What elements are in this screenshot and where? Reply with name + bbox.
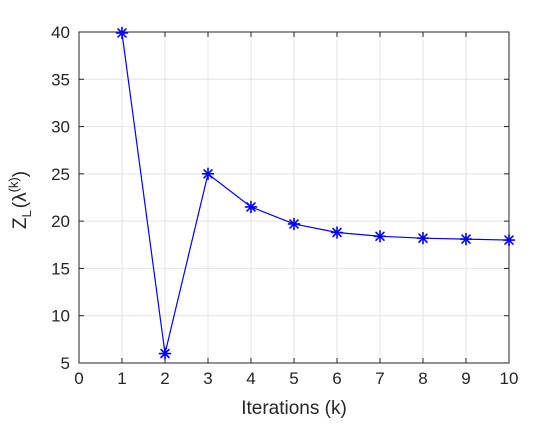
y-label-paren-close: )	[10, 171, 31, 177]
data-point-marker	[244, 200, 258, 214]
x-tick-label: 7	[375, 369, 384, 388]
x-axis-label: Iterations (k)	[241, 398, 347, 419]
y-label-superscript: (k)	[6, 177, 21, 192]
y-tick-label: 25	[51, 165, 70, 184]
data-point-marker	[201, 167, 215, 181]
data-point-marker	[373, 229, 387, 243]
x-tick-label: 1	[117, 369, 126, 388]
x-tick-label: 4	[246, 369, 255, 388]
axis-ticks: 0 1 2 3 4 5 6 7 8 9 10 5 10 15 20 25 30 35 40	[51, 23, 518, 388]
x-tick-label: 2	[160, 369, 169, 388]
data-point-marker	[459, 232, 473, 246]
y-tick-label: 30	[51, 118, 70, 137]
series-layer	[115, 26, 516, 360]
x-tick-label: 5	[289, 369, 298, 388]
data-point-marker	[158, 347, 172, 360]
y-tick-label: 20	[51, 212, 70, 231]
data-point-marker	[416, 231, 430, 245]
x-tick-label: 0	[74, 369, 83, 388]
y-tick-label: 10	[51, 307, 70, 326]
x-tick-label: 10	[500, 369, 519, 388]
series	[115, 26, 516, 360]
series-line	[121, 32, 510, 354]
y-label-paren-open: (	[10, 201, 31, 208]
y-tick-label: 35	[51, 70, 70, 89]
x-tick-label: 9	[461, 369, 470, 388]
data-point-marker	[502, 233, 516, 247]
data-point-marker	[287, 217, 301, 231]
data-point-marker	[115, 26, 129, 40]
y-tick-label: 15	[51, 259, 70, 278]
y-tick-label: 5	[61, 354, 70, 373]
y-tick-label: 40	[51, 23, 70, 42]
x-tick-label: 8	[418, 369, 427, 388]
x-tick-label: 6	[332, 369, 341, 388]
y-label-main: Z	[10, 217, 31, 229]
x-tick-label: 3	[203, 369, 212, 388]
y-axis-label: ZL (λ(k))	[6, 171, 34, 229]
y-label-lambda: λ	[10, 192, 31, 202]
data-point-marker	[330, 226, 344, 239]
y-label-subscript: L	[19, 210, 34, 217]
